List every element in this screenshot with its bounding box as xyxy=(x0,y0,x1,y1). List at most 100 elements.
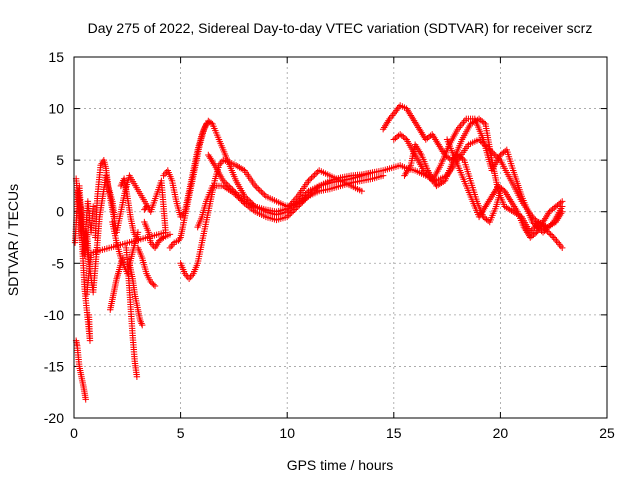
plus-marker xyxy=(531,230,539,237)
plus-marker xyxy=(252,182,259,190)
tick-labels: 0 5 10 15 20 25 -20 -15 -10 -5 0 5 10 15 xyxy=(44,49,615,441)
plus-marker xyxy=(369,169,376,176)
y-tick-label: 10 xyxy=(48,101,64,117)
x-tick-label: 25 xyxy=(599,425,615,441)
plus-marker xyxy=(559,244,566,252)
plus-marker xyxy=(220,177,227,184)
y-tick-label: -10 xyxy=(44,307,64,323)
plus-marker xyxy=(284,213,291,221)
x-tick-label: 10 xyxy=(279,425,295,441)
plus-marker xyxy=(253,184,260,191)
plus-marker xyxy=(82,396,89,403)
plus-marker xyxy=(379,172,387,179)
plus-marker xyxy=(499,186,507,193)
plus-marker xyxy=(227,184,235,192)
plus-marker xyxy=(176,235,183,243)
plus-marker xyxy=(314,184,321,191)
plus-marker xyxy=(232,189,239,196)
plus-marker xyxy=(294,203,302,210)
plus-marker xyxy=(299,198,306,206)
plus-marker xyxy=(226,183,233,190)
plus-marker xyxy=(230,187,238,195)
plus-marker xyxy=(223,180,230,187)
plus-marker xyxy=(541,227,548,235)
y-tick-label: -20 xyxy=(44,410,64,426)
plus-marker xyxy=(238,195,245,202)
plot-frame xyxy=(73,56,608,419)
plus-marker xyxy=(491,151,498,158)
series-track-20 xyxy=(401,115,566,236)
series-track-6 xyxy=(107,254,127,313)
plus-marker xyxy=(147,278,154,286)
plus-marker xyxy=(148,280,156,287)
plus-marker xyxy=(477,137,484,145)
plus-marker xyxy=(559,198,566,205)
plus-marker xyxy=(239,196,247,204)
plus-marker xyxy=(255,185,262,193)
y-tick-label: 15 xyxy=(48,49,64,65)
plus-marker xyxy=(300,197,308,204)
plus-marker xyxy=(303,194,311,201)
plus-marker xyxy=(139,321,146,329)
plus-marker xyxy=(236,193,244,201)
plus-marker xyxy=(545,229,553,237)
plus-marker xyxy=(459,155,466,163)
plus-marker xyxy=(258,188,265,196)
plus-marker xyxy=(229,186,236,193)
plus-marker xyxy=(285,212,292,219)
plus-marker xyxy=(539,229,547,236)
plus-marker xyxy=(150,281,157,288)
plus-marker xyxy=(293,204,300,212)
series-track-9 xyxy=(126,260,146,329)
chart-title: Day 275 of 2022, Sidereal Day-to-day VTE… xyxy=(88,20,593,36)
plus-marker xyxy=(559,208,566,215)
series-track-11 xyxy=(141,218,174,252)
plus-marker xyxy=(256,187,263,194)
plus-marker xyxy=(290,207,297,215)
plus-marker xyxy=(287,210,294,218)
plus-marker xyxy=(291,206,299,213)
plus-marker xyxy=(233,190,241,198)
plus-marker xyxy=(306,176,314,183)
plus-marker xyxy=(296,201,303,209)
series-track-21 xyxy=(443,136,566,241)
series-track-3 xyxy=(72,337,89,403)
plus-marker xyxy=(401,135,409,142)
x-tick-label: 0 xyxy=(70,425,78,441)
plus-marker xyxy=(547,231,554,238)
y-tick-label: 5 xyxy=(56,152,64,168)
plus-marker xyxy=(259,190,267,197)
plus-marker xyxy=(312,170,320,177)
plus-marker xyxy=(261,191,268,198)
plus-marker xyxy=(151,282,159,290)
plus-marker xyxy=(158,235,166,242)
plus-marker xyxy=(89,203,97,210)
plus-marker xyxy=(235,192,242,199)
plus-marker xyxy=(311,171,318,179)
series-track-10 xyxy=(134,244,159,290)
plus-marker xyxy=(557,199,564,206)
y-axis-label: SDTVAR / TECUs xyxy=(5,184,21,296)
plus-marker xyxy=(224,181,232,189)
series-track-8 xyxy=(123,244,141,380)
plus-marker xyxy=(308,174,315,182)
x-tick-label: 20 xyxy=(493,425,509,441)
x-tick-label: 5 xyxy=(177,425,185,441)
plus-marker xyxy=(166,231,174,238)
plus-marker xyxy=(302,195,309,203)
plus-marker xyxy=(288,209,295,216)
series-track-17 xyxy=(205,151,366,215)
y-tick-label: 0 xyxy=(56,204,64,220)
plus-marker xyxy=(297,200,305,207)
x-tick-label: 15 xyxy=(386,425,402,441)
plus-marker xyxy=(548,232,556,240)
y-tick-label: -15 xyxy=(44,358,64,374)
plus-marker xyxy=(305,177,312,184)
data-markers xyxy=(71,102,566,403)
plus-marker xyxy=(529,218,536,226)
y-tick-label: -5 xyxy=(52,255,65,271)
plus-marker xyxy=(358,187,366,195)
plus-marker xyxy=(480,119,488,126)
